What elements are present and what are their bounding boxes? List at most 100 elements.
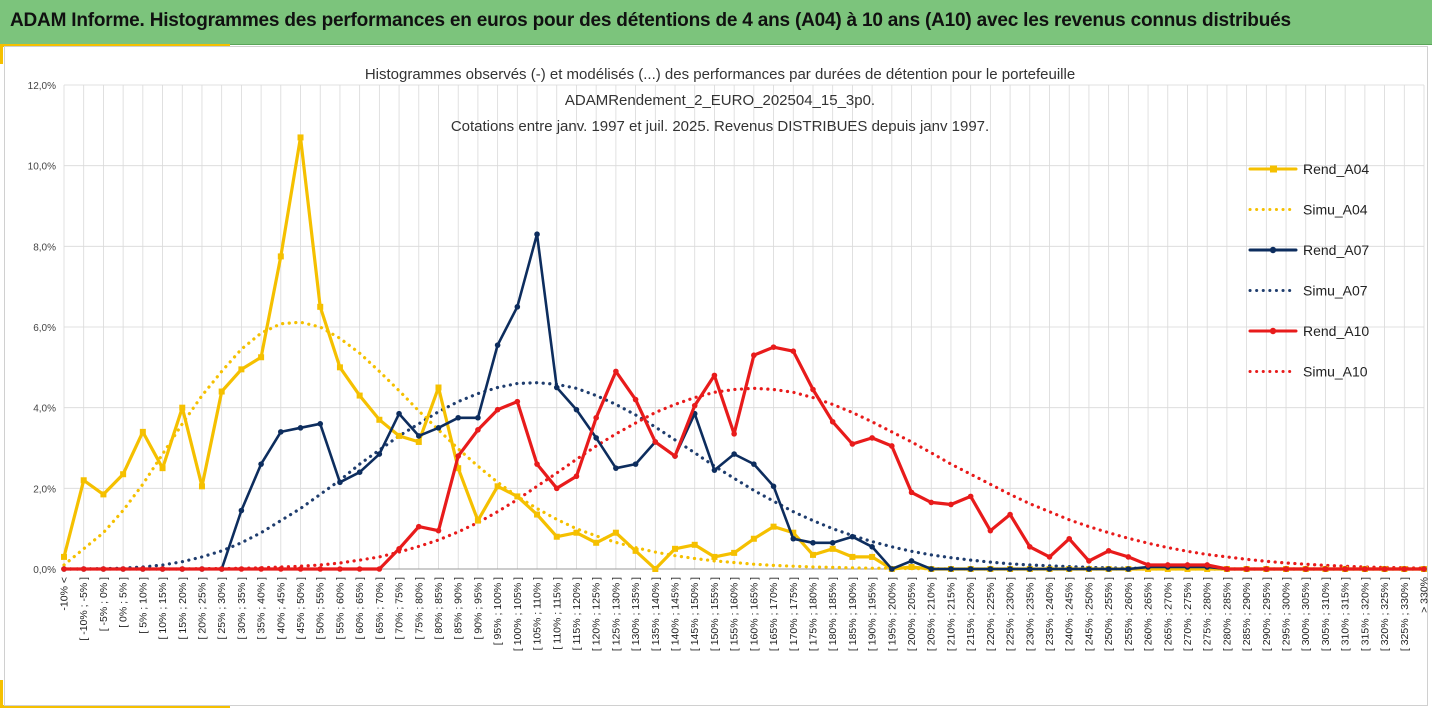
data-point — [573, 473, 580, 480]
chart-title-line: Cotations entre janv. 1997 et juil. 2025… — [451, 118, 989, 135]
data-point — [1007, 511, 1013, 518]
x-tick-label: [ 110% ; 115% ] — [551, 577, 563, 650]
x-tick-label: [ 70% ; 75% ] — [394, 577, 406, 640]
data-point — [1401, 566, 1408, 572]
data-point — [751, 352, 757, 359]
x-tick-label: [ 270% ; 275% ] — [1182, 577, 1194, 651]
data-point — [258, 461, 264, 467]
data-point — [534, 511, 541, 518]
x-tick-label: [ 90% ; 95% ] — [472, 577, 484, 640]
data-point — [928, 566, 935, 572]
data-point — [869, 544, 875, 550]
data-point — [1066, 566, 1073, 572]
data-point — [396, 410, 402, 417]
series-line-simu_a04 — [62, 320, 1426, 571]
data-point — [652, 439, 659, 445]
x-tick-label: [ 185% ; 190% ] — [847, 577, 859, 651]
data-point — [1125, 566, 1132, 572]
x-tick-label: [ -10% ; -5% ] — [78, 577, 90, 641]
data-point — [928, 499, 935, 506]
data-point — [829, 545, 836, 552]
data-point — [889, 443, 895, 449]
x-tick-label: [ 205% ; 210% ] — [926, 577, 938, 651]
data-point — [100, 566, 107, 572]
legend-marker — [1269, 327, 1277, 335]
x-tick-label: > 330% — [1419, 577, 1431, 613]
data-point — [376, 416, 383, 423]
data-point — [553, 485, 560, 492]
data-point — [770, 523, 777, 530]
data-point — [80, 477, 87, 484]
data-point — [632, 461, 639, 467]
y-tick-label: 10,0% — [28, 162, 56, 173]
y-tick-label: 12,0% — [28, 81, 56, 92]
data-point — [948, 566, 954, 572]
data-point — [455, 414, 462, 421]
x-tick-label: [ 115% ; 120% ] — [571, 577, 583, 650]
data-point — [455, 453, 462, 459]
data-point — [829, 539, 836, 546]
data-point — [691, 402, 698, 409]
legend-label: Rend_A04 — [1303, 161, 1369, 177]
data-point — [1263, 566, 1270, 572]
x-tick-label: [ 210% ; 215% ] — [945, 577, 957, 651]
data-point — [297, 566, 304, 572]
data-point — [396, 432, 403, 439]
x-tick-label: [ 315% ; 320% ] — [1359, 577, 1371, 651]
accent-bar-bottom — [0, 705, 230, 708]
data-point — [1145, 562, 1151, 568]
chart-frame — [4, 46, 1428, 706]
data-point — [238, 566, 245, 572]
data-point — [553, 533, 560, 540]
data-point — [1164, 562, 1171, 568]
x-tick-label: [ 250% ; 255% ] — [1103, 577, 1115, 651]
x-tick-label: [ 75% ; 80% ] — [413, 577, 425, 640]
chart-title-line: ADAMRendement_2_EURO_202504_15_3p0. — [565, 92, 875, 109]
data-point — [1322, 566, 1329, 572]
header-bar: ADAM Informe. Histogrammes des performan… — [0, 0, 1432, 45]
data-point — [908, 563, 915, 570]
x-tick-label: [ 290% ; 295% ] — [1261, 577, 1273, 651]
data-point — [908, 489, 915, 496]
data-point — [613, 368, 619, 375]
data-point — [179, 566, 186, 572]
x-tick-label: [ 310% ; 315% ] — [1340, 577, 1352, 651]
data-point — [435, 425, 442, 431]
data-point — [987, 566, 994, 572]
data-point — [337, 479, 343, 486]
data-point — [711, 467, 718, 473]
x-tick-label: [ 280% ; 285% ] — [1221, 577, 1233, 651]
y-tick-label: 0,0% — [33, 565, 56, 576]
data-point — [790, 529, 797, 536]
y-tick-label: 8,0% — [33, 242, 56, 253]
data-point — [672, 545, 679, 552]
page-title: ADAM Informe. Histogrammes des performan… — [10, 10, 1291, 31]
data-point — [317, 421, 324, 427]
y-tick-label: 6,0% — [33, 323, 56, 334]
x-tick-label: [ 295% ; 300% ] — [1281, 577, 1293, 651]
data-point — [61, 566, 67, 572]
data-point — [356, 566, 363, 572]
data-point — [278, 566, 284, 572]
accent-bar-top — [0, 44, 230, 47]
data-point — [415, 523, 422, 530]
x-tick-label: [ 150% ; 155% ] — [709, 577, 721, 651]
data-point — [474, 517, 481, 524]
legend-label: Rend_A10 — [1303, 323, 1369, 339]
data-point — [258, 354, 265, 361]
data-point — [731, 451, 737, 457]
data-point — [1342, 566, 1348, 572]
data-point — [198, 483, 205, 490]
legend-marker — [1270, 165, 1277, 173]
data-point — [632, 396, 639, 403]
data-point — [238, 507, 245, 514]
data-point — [613, 465, 619, 471]
x-tick-label: [ 220% ; 225% ] — [985, 577, 997, 651]
data-point — [1066, 535, 1073, 542]
legend-label: Simu_A10 — [1303, 364, 1368, 380]
data-point — [593, 539, 600, 546]
data-point — [593, 435, 599, 441]
x-tick-label: [ 175% ; 180% ] — [807, 577, 819, 651]
x-tick-label: [ 30% ; 35% ] — [236, 577, 248, 640]
